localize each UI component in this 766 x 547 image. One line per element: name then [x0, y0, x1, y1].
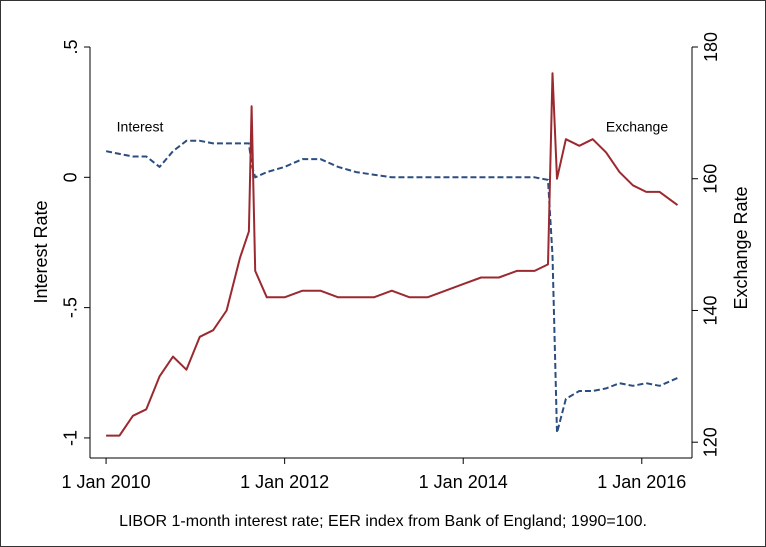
y-axis-label: Interest Rate: [31, 200, 51, 303]
y2-tick-label: 160: [701, 164, 721, 194]
x-tick-label: 1 Jan 2014: [419, 472, 508, 492]
y2-tick-label: 140: [701, 295, 721, 325]
annotation: Interest: [117, 119, 164, 135]
y-tick-label: 0: [61, 172, 81, 182]
y-tick-label: -1: [61, 430, 81, 446]
y2-tick-label: 120: [701, 427, 721, 457]
x-tick-label: 1 Jan 2012: [240, 472, 329, 492]
annotation: Exchange: [606, 119, 668, 135]
caption: LIBOR 1-month interest rate; EER index f…: [119, 513, 647, 530]
y-tick-label: .5: [61, 39, 81, 54]
y2-axis-label: Exchange Rate: [731, 186, 751, 309]
y2-tick-label: 180: [701, 32, 721, 62]
x-tick-label: 1 Jan 2016: [597, 472, 686, 492]
y-tick-label: -.5: [61, 297, 81, 318]
series-line: [105, 139, 678, 434]
series-line: [106, 72, 679, 437]
x-tick-label: 1 Jan 2010: [62, 472, 151, 492]
